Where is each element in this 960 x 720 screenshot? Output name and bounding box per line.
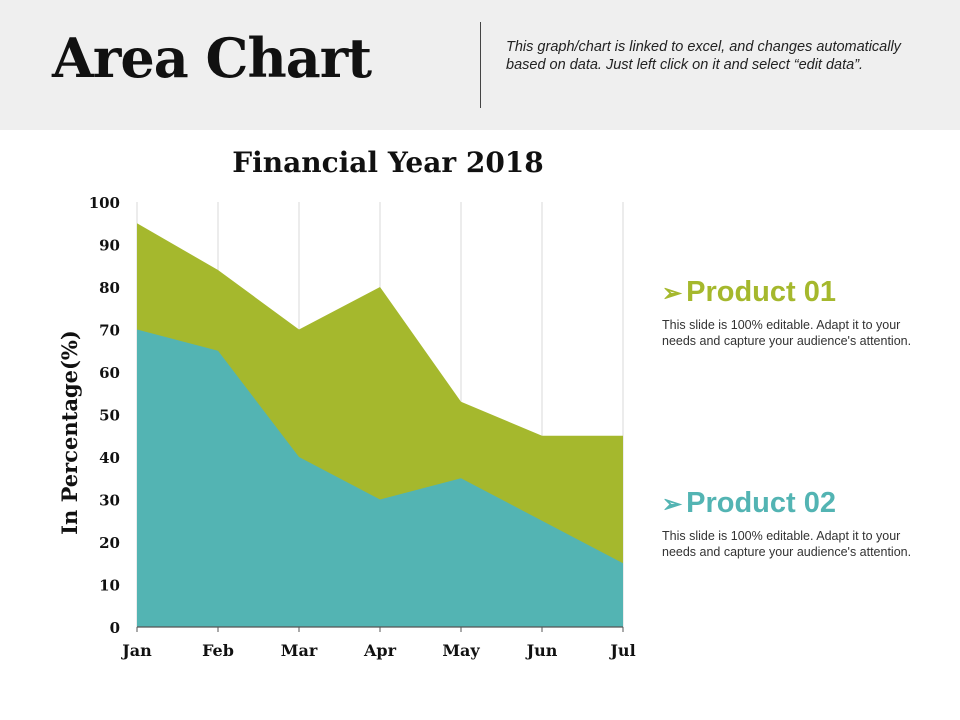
y-tick-label: 0 (110, 619, 120, 637)
x-tick-label: Jan (120, 641, 152, 660)
x-tick-label: Mar (281, 641, 318, 660)
legend-product-01-label: Product 01 (686, 276, 836, 308)
y-axis-label: In Percentage(%) (57, 330, 82, 535)
x-tick-label: Apr (363, 641, 397, 660)
x-tick-label: May (442, 641, 480, 660)
page-title: Area Chart (52, 26, 372, 90)
y-tick-label: 20 (99, 534, 120, 552)
x-tick-label: Feb (202, 641, 234, 660)
legend-product-01-heading: ➢ Product 01 (662, 276, 922, 309)
legend-product-02: ➢ Product 02 This slide is 100% editable.… (662, 487, 922, 560)
x-tick-label: Jun (525, 641, 558, 660)
x-tick-label: Jul (608, 641, 635, 660)
y-tick-label: 30 (99, 492, 120, 510)
y-tick-label: 100 (89, 194, 120, 212)
legend-product-02-label: Product 02 (686, 487, 836, 519)
legend-product-01-description: This slide is 100% editable. Adapt it to… (662, 318, 912, 348)
chart-title: Financial Year 2018 (232, 146, 544, 179)
legend-product-02-heading: ➢ Product 02 (662, 487, 922, 520)
y-tick-label: 90 (99, 237, 120, 255)
header-note: This graph/chart is linked to excel, and… (506, 39, 901, 73)
y-tick-label: 50 (99, 407, 120, 425)
header-divider (480, 22, 481, 108)
legend-product-01: ➢ Product 01 This slide is 100% editable.… (662, 276, 922, 349)
arrowhead-icon: ➢ (662, 491, 683, 518)
y-tick-label: 10 (99, 577, 120, 595)
y-tick-label: 80 (99, 279, 120, 297)
area-chart[interactable]: Financial Year 2018 In Percentage(%) 0 10 20… (0, 130, 960, 690)
y-tick-label: 60 (99, 364, 120, 382)
arrowhead-icon: ➢ (662, 280, 683, 307)
area-series-2 (137, 329, 623, 627)
legend-product-02-description: This slide is 100% editable. Adapt it to… (662, 529, 912, 559)
y-tick-label: 40 (99, 449, 120, 467)
y-tick-label: 70 (99, 322, 120, 340)
